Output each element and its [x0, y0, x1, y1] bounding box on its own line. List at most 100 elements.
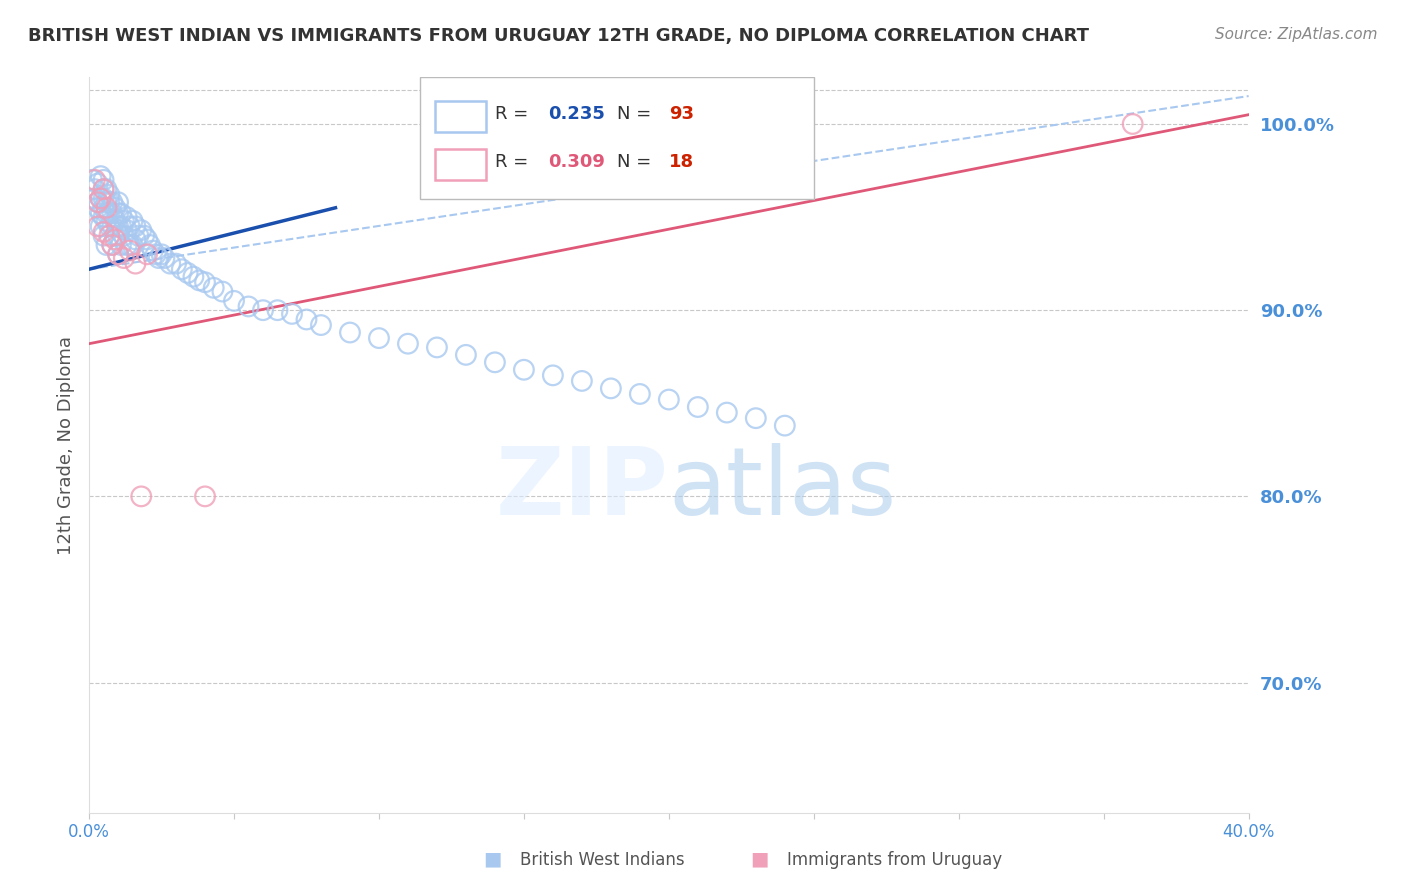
Point: [96, 238, 118, 252]
Point: [93, 191, 115, 205]
Text: 18: 18: [669, 153, 695, 171]
Point: [134, 228, 156, 243]
Point: [202, 281, 225, 295]
Point: [368, 331, 391, 345]
Point: [145, 247, 167, 261]
Point: [150, 247, 173, 261]
Point: [98, 206, 121, 220]
Point: [104, 201, 127, 215]
Point: [129, 223, 152, 237]
Point: [101, 238, 124, 252]
Point: [80, 173, 103, 187]
Point: [309, 318, 332, 332]
Point: [107, 206, 129, 220]
Point: [183, 269, 205, 284]
Text: ■: ■: [482, 850, 502, 869]
Point: [96, 206, 118, 220]
Text: Immigrants from Uruguay: Immigrants from Uruguay: [787, 851, 1002, 869]
Point: [104, 214, 127, 228]
Point: [159, 257, 181, 271]
Point: [87, 195, 110, 210]
Point: [124, 232, 146, 246]
Point: [339, 326, 361, 340]
Point: [98, 228, 121, 243]
Point: [101, 219, 124, 234]
Point: [541, 368, 564, 383]
Point: [107, 247, 129, 261]
Point: [118, 244, 141, 258]
Point: [101, 195, 124, 210]
Point: [107, 195, 129, 210]
Point: [112, 251, 135, 265]
Point: [93, 182, 115, 196]
Text: 0.309: 0.309: [548, 153, 605, 171]
Point: [773, 418, 796, 433]
Point: [83, 173, 105, 187]
Point: [170, 262, 193, 277]
Point: [124, 219, 146, 234]
Point: [104, 232, 127, 246]
Point: [104, 228, 127, 243]
Point: [96, 182, 118, 196]
Point: [107, 247, 129, 261]
Point: [121, 238, 143, 252]
Point: [110, 219, 132, 234]
Point: [96, 195, 118, 210]
Point: [83, 182, 105, 196]
Point: [454, 348, 477, 362]
Point: [153, 251, 176, 265]
Point: [194, 275, 217, 289]
Point: [513, 363, 536, 377]
Point: [83, 191, 105, 205]
Text: ■: ■: [749, 850, 769, 869]
Point: [484, 355, 506, 369]
Point: [90, 206, 112, 220]
Point: [93, 201, 115, 215]
Point: [194, 489, 217, 503]
Text: R =: R =: [495, 153, 534, 171]
Point: [101, 238, 124, 252]
Point: [266, 303, 288, 318]
Point: [93, 225, 115, 239]
Point: [252, 303, 274, 318]
Point: [112, 214, 135, 228]
Point: [686, 400, 709, 414]
Point: [87, 219, 110, 234]
Point: [98, 219, 121, 234]
Point: [115, 223, 138, 237]
Point: [93, 210, 115, 224]
Text: BRITISH WEST INDIAN VS IMMIGRANTS FROM URUGUAY 12TH GRADE, NO DIPLOMA CORRELATIO: BRITISH WEST INDIAN VS IMMIGRANTS FROM U…: [28, 27, 1090, 45]
Point: [118, 219, 141, 234]
Point: [87, 195, 110, 210]
Point: [139, 238, 162, 252]
Point: [142, 244, 165, 258]
Point: [165, 257, 187, 271]
Point: [745, 411, 768, 425]
Text: N =: N =: [617, 153, 657, 171]
Point: [87, 201, 110, 215]
Text: N =: N =: [617, 105, 657, 123]
Text: R =: R =: [495, 105, 534, 123]
Point: [396, 336, 419, 351]
Point: [658, 392, 681, 407]
Point: [93, 182, 115, 196]
Point: [98, 187, 121, 202]
Point: [90, 191, 112, 205]
Point: [127, 228, 149, 243]
Point: [98, 195, 121, 210]
Point: [188, 273, 211, 287]
Point: [118, 238, 141, 252]
Point: [90, 169, 112, 183]
Point: [222, 293, 245, 308]
Point: [628, 387, 651, 401]
Point: [281, 307, 304, 321]
Point: [124, 257, 146, 271]
Point: [96, 214, 118, 228]
Point: [129, 489, 152, 503]
Point: [112, 228, 135, 243]
Point: [1122, 117, 1144, 131]
Point: [110, 206, 132, 220]
Point: [176, 266, 198, 280]
FancyBboxPatch shape: [419, 78, 814, 199]
Point: [90, 191, 112, 205]
